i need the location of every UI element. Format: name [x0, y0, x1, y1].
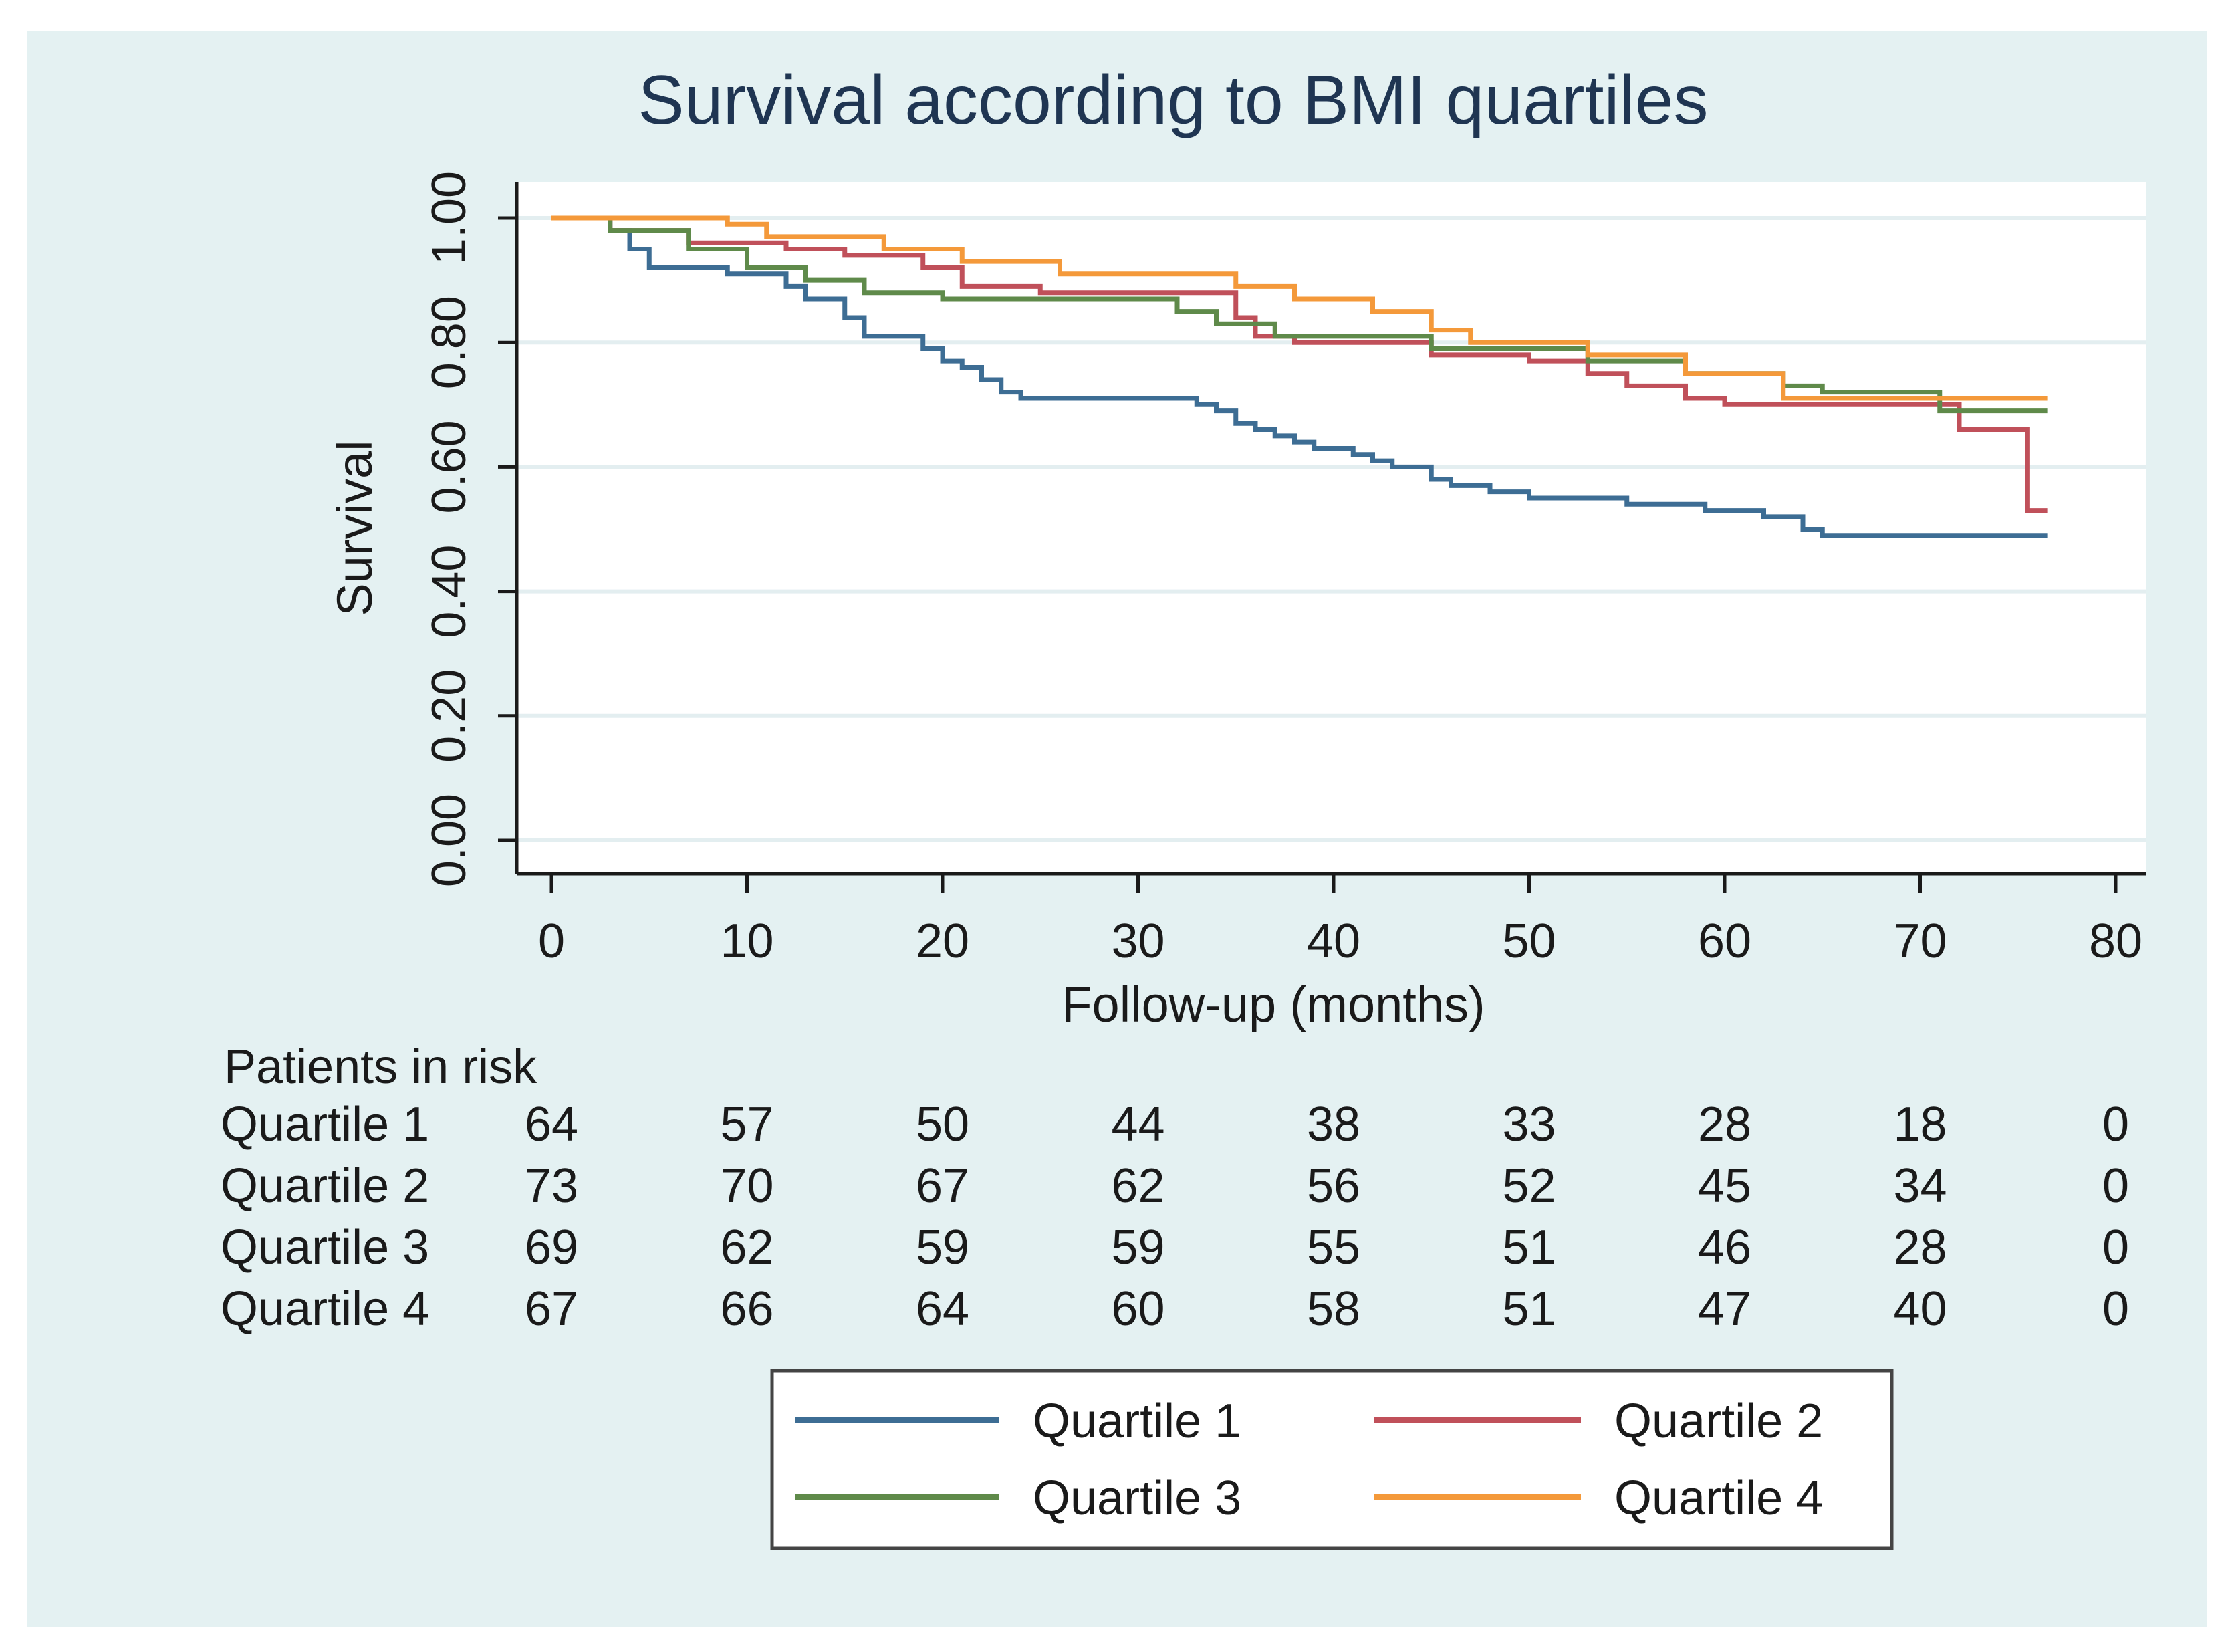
risk-cell: 28	[1698, 1098, 1751, 1151]
series-lines	[551, 215, 2048, 538]
legend-label: Quartile 4	[1614, 1471, 1823, 1525]
risk-cell: 50	[916, 1098, 969, 1151]
risk-cell: 56	[1307, 1159, 1360, 1213]
risk-cell: 0	[2102, 1282, 2129, 1336]
risk-cell: 33	[1502, 1098, 1556, 1151]
risk-row-label: Quartile 2	[221, 1159, 429, 1213]
y-tick-label: 1.00	[422, 171, 476, 265]
risk-cell: 47	[1698, 1282, 1751, 1336]
risk-cell: 34	[1893, 1159, 1947, 1213]
y-tick-label: 0.00	[422, 794, 476, 887]
risk-cell: 60	[1111, 1282, 1164, 1336]
x-tick-label: 80	[2089, 915, 2142, 968]
risk-cell: 70	[720, 1159, 773, 1213]
risk-cell: 62	[720, 1221, 773, 1274]
risk-table: Patients in risk Quartile 1 64 57 50 44 38 33 2…	[221, 1040, 2129, 1336]
risk-cell: 59	[916, 1221, 969, 1274]
risk-cell: 38	[1307, 1098, 1360, 1151]
risk-cell: 62	[1111, 1159, 1164, 1213]
risk-cell: 64	[916, 1282, 969, 1336]
x-tick-label: 60	[1698, 915, 1751, 968]
risk-cell: 46	[1698, 1221, 1751, 1274]
legend-label: Quartile 3	[1033, 1471, 1241, 1525]
axes	[515, 182, 2146, 876]
grid-lines	[517, 216, 2146, 842]
risk-cell: 67	[916, 1159, 969, 1213]
x-axis-title: Follow-up (months)	[1062, 977, 1485, 1032]
legend-label: Quartile 1	[1033, 1395, 1241, 1448]
x-tick-label: 70	[1893, 915, 1947, 968]
risk-cell: 73	[525, 1159, 578, 1213]
risk-cell: 28	[1893, 1221, 1947, 1274]
series-line-quartile-4	[551, 215, 2048, 401]
risk-row-label: Quartile 3	[221, 1221, 429, 1274]
risk-table-header: Patients in risk	[224, 1040, 537, 1094]
x-tick-label: 0	[538, 915, 565, 968]
risk-cell: 0	[2102, 1098, 2129, 1151]
x-tick-label: 20	[916, 915, 969, 968]
risk-row-label: Quartile 1	[221, 1098, 429, 1151]
risk-cell: 45	[1698, 1159, 1751, 1213]
risk-cell: 40	[1893, 1282, 1947, 1336]
x-tick-label: 50	[1502, 915, 1556, 968]
x-ticks: 0 10 20 30 40 50 60 70 80	[538, 874, 2142, 968]
y-tick-label: 0.40	[422, 545, 476, 638]
risk-cell: 0	[2102, 1159, 2129, 1213]
risk-cell: 64	[525, 1098, 578, 1151]
legend-box	[770, 1369, 1894, 1550]
plot-area	[517, 182, 2146, 874]
risk-cell: 59	[1111, 1221, 1164, 1274]
risk-cell: 55	[1307, 1221, 1360, 1274]
risk-cell: 67	[525, 1282, 578, 1336]
series-line-quartile-1	[551, 215, 2048, 538]
y-tick-label: 0.20	[422, 669, 476, 763]
risk-row-label: Quartile 4	[221, 1282, 429, 1336]
y-tick-label: 0.80	[422, 296, 476, 389]
risk-cell: 51	[1502, 1221, 1556, 1274]
risk-cell: 58	[1307, 1282, 1360, 1336]
risk-cell: 44	[1111, 1098, 1164, 1151]
risk-cell: 18	[1893, 1098, 1947, 1151]
legend: Quartile 1 Quartile 2 Quartile 3 Quartile 4	[770, 1369, 1894, 1550]
legend-label: Quartile 2	[1614, 1395, 1823, 1448]
risk-cell: 69	[525, 1221, 578, 1274]
risk-cell: 57	[720, 1098, 773, 1151]
risk-cell: 0	[2102, 1221, 2129, 1274]
risk-cell: 52	[1502, 1159, 1556, 1213]
risk-cell: 66	[720, 1282, 773, 1336]
x-tick-label: 30	[1111, 915, 1164, 968]
x-tick-label: 40	[1307, 915, 1360, 968]
risk-cell: 51	[1502, 1282, 1556, 1336]
y-ticks: 0.00 0.20 0.40 0.60 0.80 1.00	[422, 171, 517, 887]
y-axis-title: Survival	[327, 440, 382, 616]
y-tick-label: 0.60	[422, 420, 476, 513]
x-tick-label: 10	[720, 915, 773, 968]
chart-title: Survival according to BMI quartiles	[638, 62, 1708, 139]
